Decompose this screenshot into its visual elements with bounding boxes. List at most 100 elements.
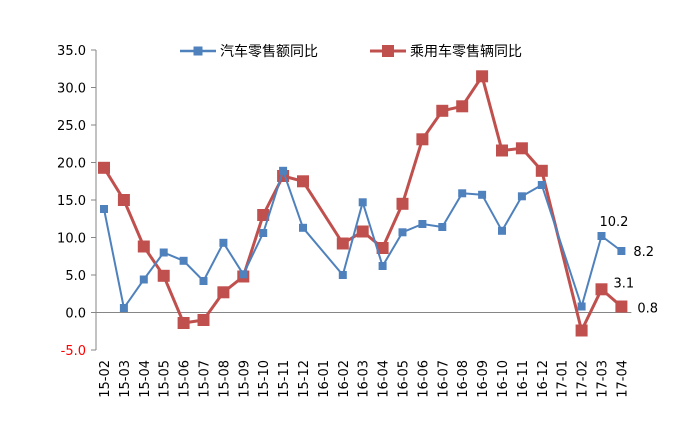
data-point-1 — [515, 142, 528, 155]
data-point-0 — [458, 189, 467, 198]
data-point-1 — [257, 209, 270, 221]
data-label: 0.8 — [637, 302, 658, 317]
data-point-1 — [615, 300, 628, 313]
x-tick-label: 15-04 — [138, 360, 153, 398]
x-tick-label: 16-09 — [476, 360, 491, 398]
data-point-1 — [356, 225, 369, 238]
legend-label-0: 汽车零售额同比 — [220, 43, 318, 60]
data-point-1 — [98, 161, 110, 174]
x-tick-label: 16-05 — [397, 360, 412, 398]
x-tick-label: 16-06 — [416, 360, 431, 398]
x-tick-label: 15-12 — [297, 360, 312, 398]
x-tick-label: 16-11 — [516, 360, 531, 398]
x-tick-label: 15-06 — [178, 360, 193, 398]
data-point-0 — [279, 166, 288, 175]
data-point-0 — [199, 277, 208, 285]
data-point-1 — [177, 317, 190, 329]
x-tick-label: 16-07 — [436, 360, 451, 398]
legend-swatch-marker-0 — [193, 46, 203, 56]
x-tick-label: 15-11 — [277, 360, 292, 398]
y-axis: 35.0 30.0 25.0 20.0 15.0 10.0 5.0 0.0 -5.0 — [57, 44, 97, 359]
data-point-0 — [100, 205, 108, 213]
y-tick-label: 35.0 — [57, 44, 86, 59]
x-tick-label: 17-03 — [596, 360, 611, 398]
x-axis: 15-02 15-03 15-04 15-05 15-06 15-07 15-08 15-09… — [96, 312, 632, 398]
data-point-1 — [336, 237, 349, 250]
data-point-1 — [416, 133, 429, 146]
data-label: 3.1 — [614, 276, 635, 291]
y-tick-label: 10.0 — [57, 232, 86, 247]
data-point-1 — [595, 283, 608, 296]
data-point-1 — [456, 100, 469, 113]
data-point-0 — [577, 302, 586, 311]
data-point-0 — [418, 220, 427, 228]
y-tick-label: 5.0 — [65, 269, 86, 284]
series-layer — [98, 70, 628, 337]
x-tick-label: 16-08 — [456, 360, 471, 398]
x-tick-label: 15-10 — [257, 360, 272, 398]
x-tick-label: 16-04 — [377, 360, 392, 398]
legend-swatch-marker-1 — [382, 45, 394, 57]
data-point-1 — [396, 197, 409, 210]
data-point-1 — [476, 70, 489, 83]
x-tick-label: 17-01 — [556, 360, 571, 398]
data-point-0 — [597, 232, 606, 240]
x-tick-label: 16-12 — [536, 360, 551, 398]
data-label: 8.2 — [633, 245, 654, 260]
y-tick-label: 25.0 — [57, 119, 86, 134]
x-tick-label: 15-09 — [237, 360, 252, 398]
data-point-0 — [398, 228, 407, 237]
x-tick-label: 15-07 — [198, 360, 213, 398]
y-tick-label: 0.0 — [65, 307, 86, 322]
data-point-1 — [217, 286, 230, 299]
x-tick-label: 15-08 — [217, 360, 232, 398]
x-tick-label: 17-04 — [615, 360, 630, 398]
x-tick-label: 16-10 — [496, 360, 511, 398]
data-point-0 — [159, 248, 168, 257]
data-point-1 — [197, 314, 210, 326]
data-point-0 — [119, 304, 128, 312]
data-point-1 — [575, 324, 588, 337]
series-0 — [100, 166, 626, 312]
data-point-1 — [376, 242, 389, 254]
data-point-1 — [137, 240, 150, 253]
data-point-0 — [617, 247, 626, 255]
data-point-0 — [478, 190, 487, 199]
y-tick-label: 20.0 — [57, 157, 86, 172]
data-labels: 10.2 8.2 3.10.8 — [600, 215, 659, 317]
x-tick-label: 15-02 — [98, 360, 113, 398]
data-point-0 — [299, 223, 307, 232]
legend: 汽车零售额同比 乘用车零售辆同比 — [180, 43, 522, 60]
x-tick-label: 16-01 — [317, 360, 332, 398]
data-point-0 — [338, 271, 347, 279]
data-point-0 — [498, 226, 506, 235]
data-point-0 — [179, 256, 188, 265]
data-label: 10.2 — [600, 215, 629, 230]
y-tick-label: 30.0 — [57, 82, 86, 97]
data-point-1 — [535, 164, 548, 177]
data-point-0 — [378, 262, 387, 270]
x-tick-label: 17-02 — [576, 360, 591, 398]
data-point-0 — [358, 198, 367, 207]
data-point-0 — [259, 229, 268, 237]
y-tick-label: -5.0 — [61, 344, 86, 359]
data-point-0 — [219, 238, 228, 247]
data-point-1 — [297, 175, 309, 188]
x-tick-label: 15-05 — [158, 360, 173, 398]
data-point-1 — [117, 194, 130, 206]
x-tick-label: 16-02 — [337, 360, 352, 398]
data-point-0 — [239, 270, 248, 279]
y-tick-label: 15.0 — [57, 194, 86, 209]
series-line-0 — [103, 169, 623, 309]
x-tick-label: 16-03 — [357, 360, 372, 398]
data-point-0 — [517, 192, 526, 201]
data-point-0 — [438, 223, 447, 231]
data-point-0 — [537, 181, 546, 189]
data-point-1 — [157, 269, 170, 282]
data-point-0 — [139, 275, 148, 284]
data-point-1 — [436, 104, 449, 117]
x-tick-label: 15-03 — [118, 360, 133, 398]
legend-label-1: 乘用车零售辆同比 — [410, 43, 522, 60]
data-point-1 — [496, 144, 508, 157]
